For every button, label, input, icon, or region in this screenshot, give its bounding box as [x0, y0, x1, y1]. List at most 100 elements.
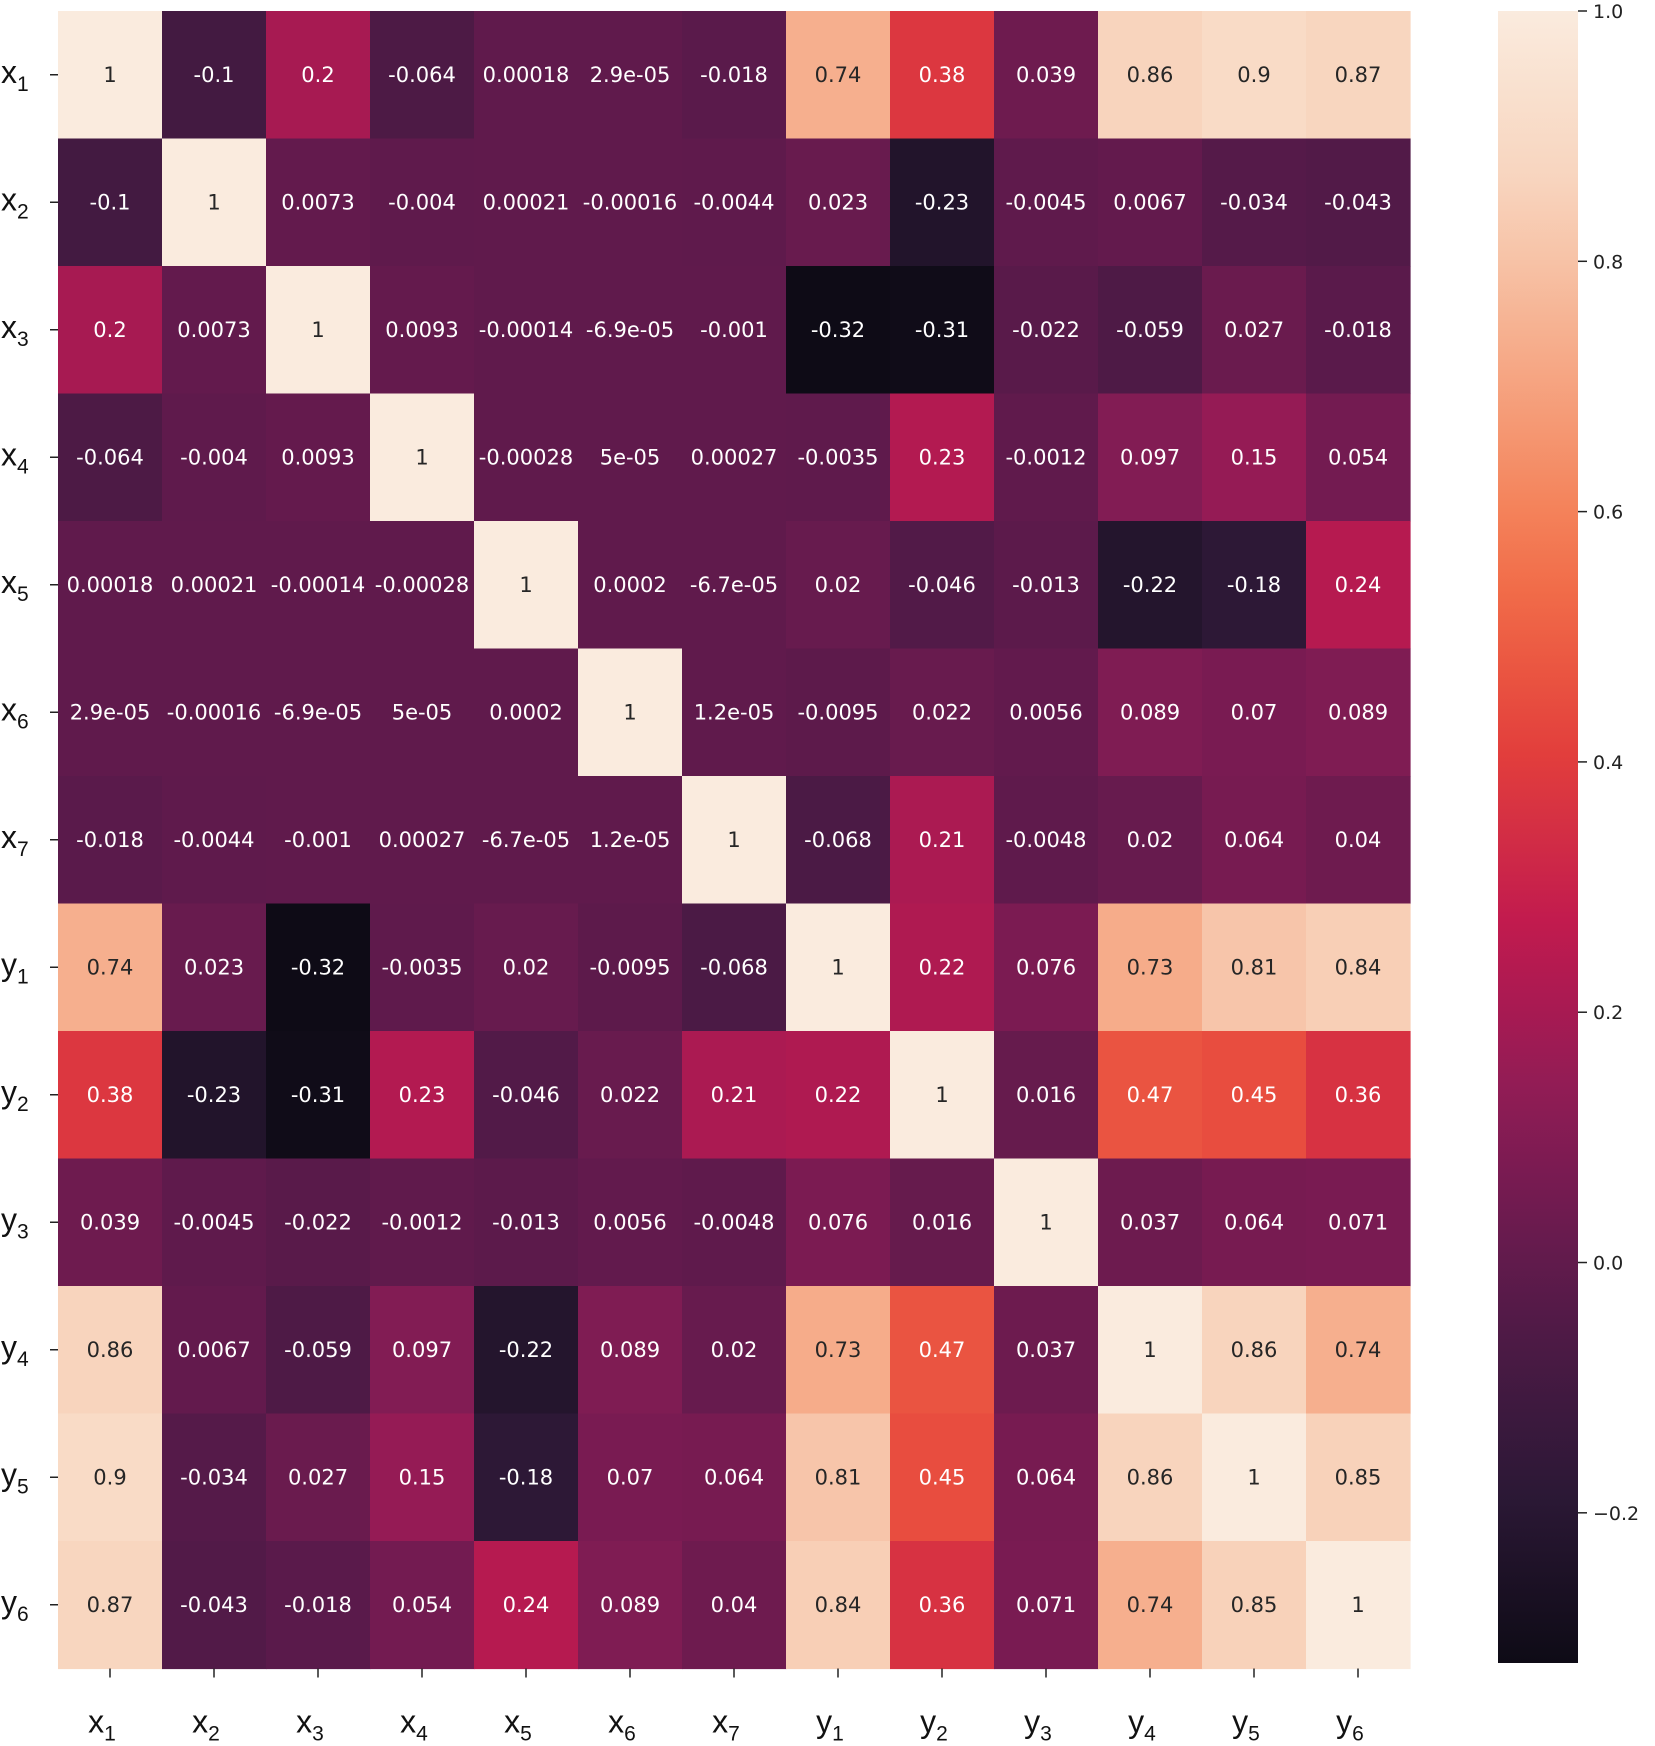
heatmap-cell-r8-c8	[786, 903, 891, 1032]
cell-value-label: 0.00018	[67, 573, 154, 597]
cell-value-label: 1	[1247, 1465, 1260, 1489]
y-tick-label-y2: y2	[1, 1074, 29, 1116]
cell-value-label: 0.064	[1224, 828, 1284, 852]
heatmap-cell-r7-c8	[786, 776, 891, 905]
cell-value-label: 0.097	[392, 1338, 452, 1362]
cell-value-label: 0.04	[711, 1593, 758, 1617]
heatmap-cell-r2-c7	[682, 138, 787, 267]
cell-value-label: -0.0095	[589, 955, 670, 979]
heatmap-cell-r5-c1	[58, 521, 163, 650]
x-tick-label-y4: y4	[1128, 1704, 1156, 1746]
heatmap-cell-r8-c13	[1306, 903, 1411, 1032]
heatmap-cell-r12-c9	[890, 1413, 995, 1542]
heatmap-cell-r12-c10	[994, 1413, 1099, 1542]
cell-value-label: -6.9e-05	[586, 318, 674, 342]
cell-value-label: -0.046	[492, 1083, 560, 1107]
heatmap-cell-r12-c1	[58, 1413, 163, 1542]
heatmap-cell-r8-c12	[1202, 903, 1307, 1032]
heatmap-cell-r6-c1	[58, 648, 163, 777]
heatmap-cell-r8-c11	[1098, 903, 1203, 1032]
heatmap-cell-r12-c11	[1098, 1413, 1203, 1542]
colorbar-tick-label: 0.2	[1593, 1002, 1623, 1024]
y-tick-label-x2: x2	[1, 181, 29, 223]
heatmap-cell-r9-c2	[162, 1031, 267, 1160]
heatmap-cell-r9-c13	[1306, 1031, 1411, 1160]
heatmap-cell-r11-c13	[1306, 1286, 1411, 1415]
heatmap-cell-r2-c6	[578, 138, 683, 267]
heatmap-cell-r13-c5	[474, 1541, 579, 1670]
heatmap-cell-r13-c7	[682, 1541, 787, 1670]
heatmap-cell-r1-c7	[682, 11, 787, 140]
heatmap-cell-r1-c4	[370, 11, 475, 140]
cell-value-label: 1.2e-05	[694, 700, 775, 724]
heatmap-cell-r10-c13	[1306, 1158, 1411, 1287]
cell-value-label: 0.2	[301, 63, 334, 87]
cell-value-label: 0.054	[1328, 445, 1388, 469]
x-tick-label-x2: x2	[192, 1704, 220, 1746]
heatmap-cell-r12-c6	[578, 1413, 683, 1542]
heatmap-cell-r3-c2	[162, 266, 267, 395]
colorbar-tick-label: 0.8	[1593, 251, 1623, 273]
x-tick-label-base: x	[504, 1704, 520, 1740]
cell-value-label: 5e-05	[392, 700, 453, 724]
heatmap-cell-r10-c2	[162, 1158, 267, 1287]
y-tick-label-subscript: 1	[17, 965, 29, 988]
heatmap-cell-r2-c8	[786, 138, 891, 267]
cell-value-label: 0.097	[1120, 445, 1180, 469]
cell-value-label: -0.0045	[1005, 190, 1086, 214]
heatmap-cell-r2-c4	[370, 138, 475, 267]
cell-value-label: 0.74	[815, 63, 862, 87]
x-tick-label-base: x	[400, 1704, 416, 1740]
cell-value-label: -0.0048	[693, 1210, 774, 1234]
heatmap-cell-r13-c2	[162, 1541, 267, 1670]
cell-value-label: 0.0073	[177, 318, 250, 342]
heatmap-cell-r4-c7	[682, 393, 787, 522]
heatmap-cell-r5-c10	[994, 521, 1099, 650]
heatmap-cell-r8-c2	[162, 903, 267, 1032]
cell-value-label: 1	[1039, 1210, 1052, 1234]
colorbar-tick-label: 0.4	[1593, 752, 1623, 774]
y-tick-label-base: x	[1, 691, 17, 727]
y-tick-label-base: y	[1, 1074, 17, 1110]
heatmap-cell-r3-c8	[786, 266, 891, 395]
cell-value-label: -6.9e-05	[274, 700, 362, 724]
heatmap-cell-r4-c6	[578, 393, 683, 522]
cell-value-label: -0.018	[700, 63, 768, 87]
cell-value-label: 0.0073	[281, 190, 354, 214]
heatmap-cell-r10-c4	[370, 1158, 475, 1287]
heatmap-cell-r9-c11	[1098, 1031, 1203, 1160]
x-tick-label-subscript: 3	[312, 1723, 324, 1746]
cell-value-label: 0.47	[1127, 1083, 1174, 1107]
cell-value-label: -0.31	[915, 318, 969, 342]
y-tick-label-subscript: 1	[17, 73, 29, 96]
heatmap-cell-r13-c6	[578, 1541, 683, 1670]
cell-value-label: 1	[831, 955, 844, 979]
heatmap-cell-r1-c5	[474, 11, 579, 140]
cell-value-label: -0.0035	[381, 955, 462, 979]
cell-value-label: 0.85	[1335, 1465, 1382, 1489]
cell-value-label: -0.0095	[797, 700, 878, 724]
heatmap-cell-r4-c2	[162, 393, 267, 522]
x-tick-label-subscript: 7	[728, 1723, 740, 1746]
cell-value-label: -0.1	[90, 190, 131, 214]
heatmap-cell-r2-c5	[474, 138, 579, 267]
heatmap-cell-r6-c12	[1202, 648, 1307, 777]
x-tick-label-x4: x4	[400, 1704, 428, 1746]
x-tick-label-x1: x1	[88, 1704, 116, 1746]
heatmap-cell-r4-c10	[994, 393, 1099, 522]
x-tick-label-subscript: 1	[104, 1723, 116, 1746]
heatmap-cell-r12-c2	[162, 1413, 267, 1542]
heatmap-cell-r4-c3	[266, 393, 371, 522]
y-tick-label-subscript: 4	[17, 1348, 29, 1371]
cell-value-label: -0.00028	[479, 445, 573, 469]
heatmap-cell-r11-c7	[682, 1286, 787, 1415]
heatmap-cell-r1-c1	[58, 11, 163, 140]
cell-value-label: 0.73	[1127, 955, 1174, 979]
heatmap-cell-r10-c8	[786, 1158, 891, 1287]
cell-value-label: 1	[519, 573, 532, 597]
cell-value-label: -6.7e-05	[482, 828, 570, 852]
cell-value-label: 0.38	[87, 1083, 134, 1107]
heatmap-cell-r12-c12	[1202, 1413, 1307, 1542]
cell-value-label: 0.85	[1231, 1593, 1278, 1617]
